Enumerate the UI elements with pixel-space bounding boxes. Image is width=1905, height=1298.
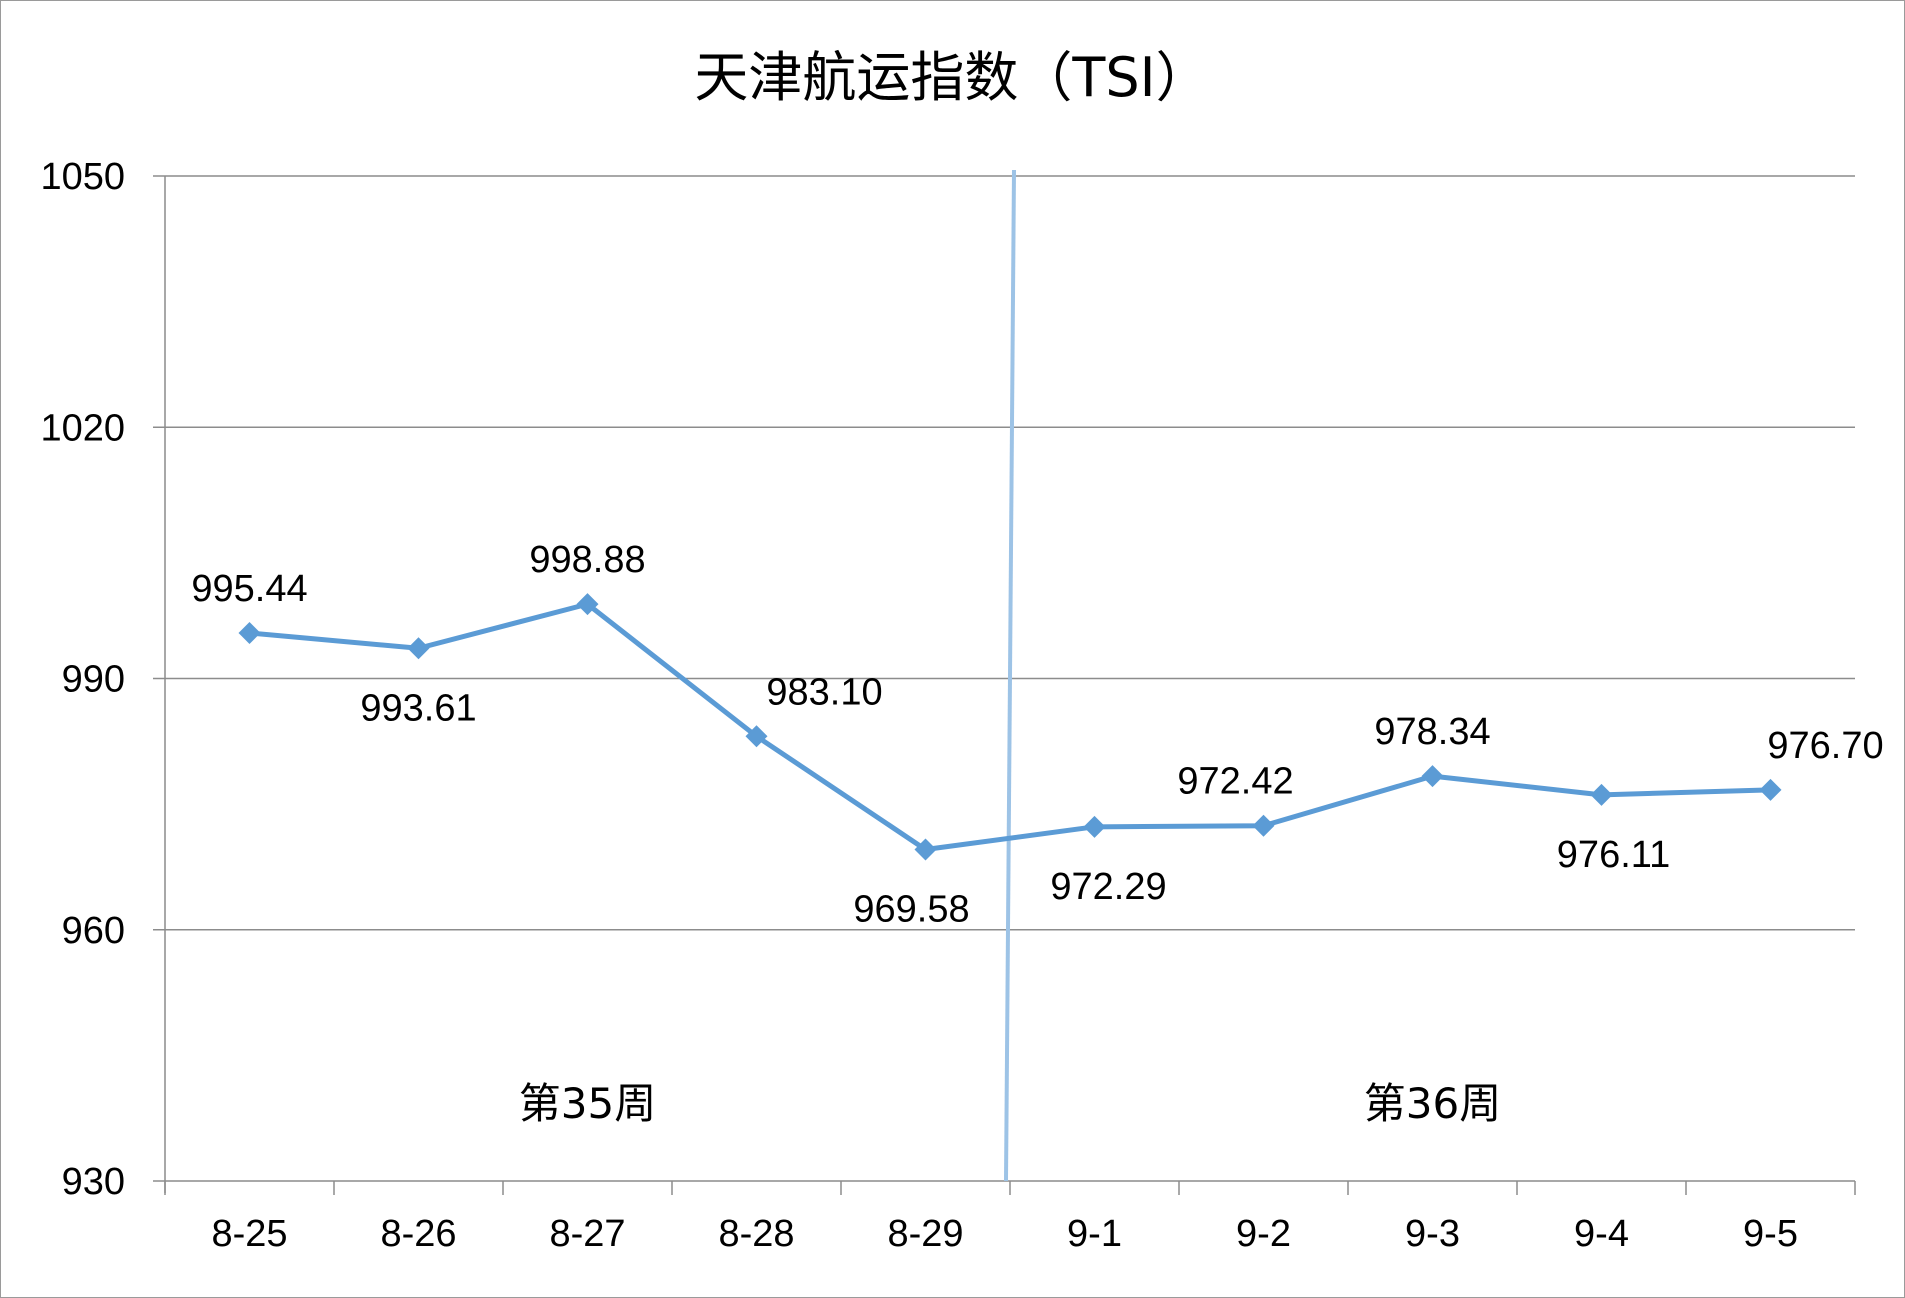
series-tsi	[238, 593, 1782, 861]
week-annotation: 第35周	[519, 1079, 656, 1128]
data-label: 995.44	[191, 568, 307, 610]
data-label: 983.10	[766, 671, 882, 713]
x-tick-label: 8-29	[887, 1213, 963, 1255]
x-axis-tick-labels: 8-25 8-26 8-27 8-28 8-29 9-1 9-2 9-3 9-4 9-5	[211, 1213, 1797, 1255]
data-label: 976.70	[1767, 725, 1883, 767]
data-label: 972.29	[1050, 866, 1166, 908]
x-tick-label: 9-1	[1067, 1213, 1122, 1255]
x-tick-label: 9-5	[1743, 1213, 1798, 1255]
data-label: 972.42	[1177, 761, 1293, 803]
x-tick-label: 8-26	[380, 1213, 456, 1255]
data-point-marker	[1759, 778, 1782, 801]
x-tick-label: 8-27	[549, 1213, 625, 1255]
data-point-marker	[407, 637, 430, 660]
y-tick-label: 960	[62, 910, 125, 952]
data-label: 976.11	[1557, 834, 1670, 876]
data-point-marker	[238, 621, 261, 644]
y-tick-label: 930	[62, 1161, 125, 1203]
data-point-marker	[1590, 783, 1613, 806]
data-point-marker	[914, 838, 937, 861]
y-tick-label: 1020	[40, 407, 125, 449]
data-point-marker	[745, 725, 768, 748]
y-tick-label: 990	[62, 659, 125, 701]
x-tick-label: 9-4	[1574, 1213, 1629, 1255]
week-labels: 第35周 第36周	[519, 1079, 1501, 1128]
chart-title: 天津航运指数（TSI）	[694, 46, 1209, 109]
x-tick-label: 9-2	[1236, 1213, 1291, 1255]
data-labels: 995.44 993.61 998.88 983.10 969.58 972.29 972.…	[191, 539, 1883, 930]
data-point-marker	[576, 593, 599, 616]
week-divider-line	[1004, 169, 1016, 1182]
week-divider	[1004, 169, 1016, 1182]
axes	[153, 175, 1856, 1195]
series-line	[249, 601, 1771, 853]
data-label: 978.34	[1374, 711, 1490, 753]
data-label: 998.88	[529, 539, 645, 581]
x-tick-label: 8-25	[211, 1213, 287, 1255]
week-annotation: 第36周	[1364, 1079, 1501, 1128]
data-point-marker	[1083, 815, 1106, 838]
x-tick-label: 9-3	[1405, 1213, 1460, 1255]
data-point-marker	[1252, 814, 1275, 837]
y-tick-label: 1050	[40, 156, 125, 198]
data-label: 993.61	[360, 687, 476, 729]
data-label: 969.58	[853, 889, 969, 931]
x-tick-label: 8-28	[718, 1213, 794, 1255]
y-axis-tick-labels: 930 960 990 1020 1050	[40, 156, 125, 1203]
data-point-marker	[1421, 765, 1444, 788]
